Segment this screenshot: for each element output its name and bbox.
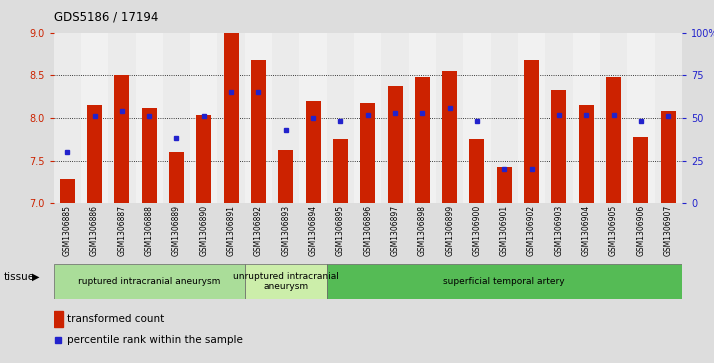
Bar [54, 264, 245, 299]
Bar [415, 77, 430, 203]
Bar [463, 33, 491, 203]
Text: superficial temporal artery: superficial temporal artery [443, 277, 565, 286]
Bar [518, 33, 545, 203]
Bar [600, 33, 627, 203]
Bar [655, 33, 682, 203]
Bar [54, 311, 63, 327]
Bar [381, 33, 408, 203]
Bar [141, 108, 156, 203]
Bar [606, 77, 621, 203]
Bar [245, 264, 327, 299]
Bar [470, 139, 485, 203]
Bar [579, 105, 594, 203]
Bar [627, 33, 655, 203]
Bar [169, 152, 184, 203]
Bar [60, 179, 75, 203]
Bar [491, 33, 518, 203]
Text: tissue: tissue [4, 272, 35, 282]
Bar [327, 264, 682, 299]
Bar [251, 60, 266, 203]
Bar [436, 33, 463, 203]
Bar [54, 33, 81, 203]
Bar [497, 167, 512, 203]
Text: transformed count: transformed count [67, 314, 165, 324]
Bar [545, 33, 573, 203]
Bar [388, 86, 403, 203]
Bar [223, 33, 238, 203]
Text: unruptured intracranial
aneurysm: unruptured intracranial aneurysm [233, 272, 338, 291]
Bar [408, 33, 436, 203]
Bar [109, 33, 136, 203]
Bar [81, 33, 109, 203]
Text: ▶: ▶ [32, 272, 40, 282]
Text: GDS5186 / 17194: GDS5186 / 17194 [54, 11, 158, 24]
Bar [306, 101, 321, 203]
Bar [114, 75, 129, 203]
Bar [196, 115, 211, 203]
Bar [272, 33, 299, 203]
Bar [278, 150, 293, 203]
Bar [245, 33, 272, 203]
Bar [360, 103, 376, 203]
Bar [633, 137, 648, 203]
Bar [442, 71, 457, 203]
Bar [299, 33, 327, 203]
Bar [524, 60, 539, 203]
Text: percentile rank within the sample: percentile rank within the sample [67, 335, 243, 345]
Bar [87, 105, 102, 203]
Bar [551, 90, 566, 203]
Bar [573, 33, 600, 203]
Bar [333, 139, 348, 203]
Bar [354, 33, 381, 203]
Bar [218, 33, 245, 203]
Bar [660, 111, 675, 203]
Bar [136, 33, 163, 203]
Bar [327, 33, 354, 203]
Text: ruptured intracranial aneurysm: ruptured intracranial aneurysm [78, 277, 221, 286]
Bar [163, 33, 190, 203]
Bar [190, 33, 218, 203]
